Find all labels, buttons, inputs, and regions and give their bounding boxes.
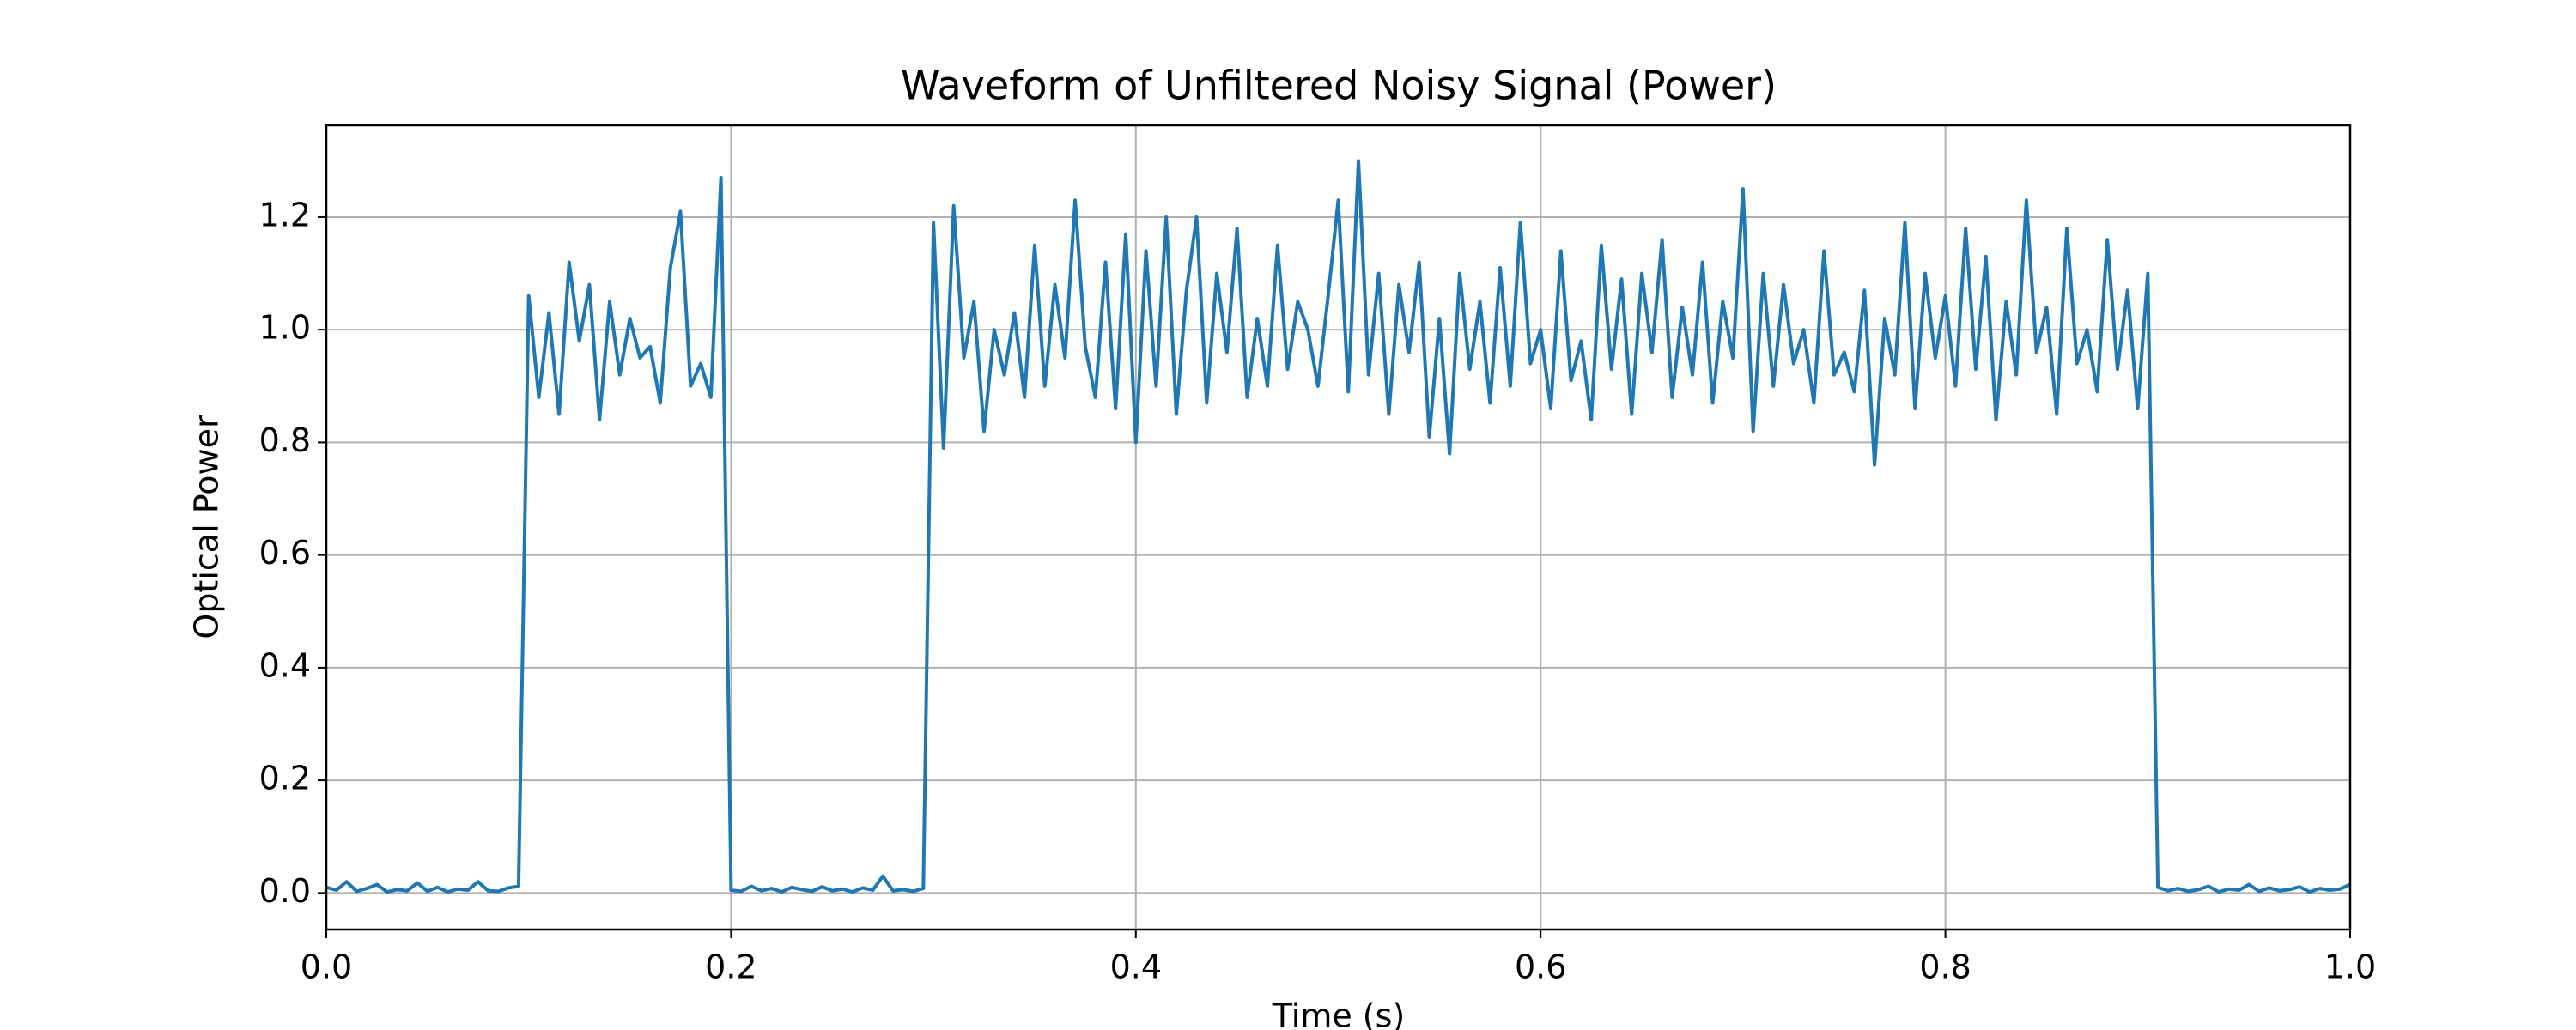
plot-frame bbox=[325, 124, 2352, 931]
y-axis-label: Optical Power bbox=[188, 415, 226, 639]
y-tick-label: 0.8 bbox=[259, 421, 311, 459]
signal-line bbox=[325, 159, 2351, 894]
y-tick-label: 0.6 bbox=[259, 534, 311, 572]
x-tick-label: 0.0 bbox=[301, 948, 352, 986]
x-tick-label: 0.2 bbox=[705, 948, 756, 986]
x-axis-label: Time (s) bbox=[1272, 997, 1406, 1030]
x-tick-label: 1.0 bbox=[2324, 948, 2376, 986]
y-tick-label: 0.4 bbox=[259, 646, 311, 684]
y-tick-label: 0.0 bbox=[259, 872, 311, 910]
x-tick-label: 0.4 bbox=[1110, 948, 1162, 986]
x-tick-label: 0.8 bbox=[1919, 948, 1971, 986]
x-tick-label: 0.6 bbox=[1515, 948, 1566, 986]
y-tick-label: 1.2 bbox=[259, 196, 311, 233]
y-tick-label: 1.0 bbox=[259, 309, 311, 347]
chart-title: Waveform of Unfiltered Noisy Signal (Pow… bbox=[901, 63, 1777, 109]
y-tick-label: 0.2 bbox=[259, 760, 311, 797]
